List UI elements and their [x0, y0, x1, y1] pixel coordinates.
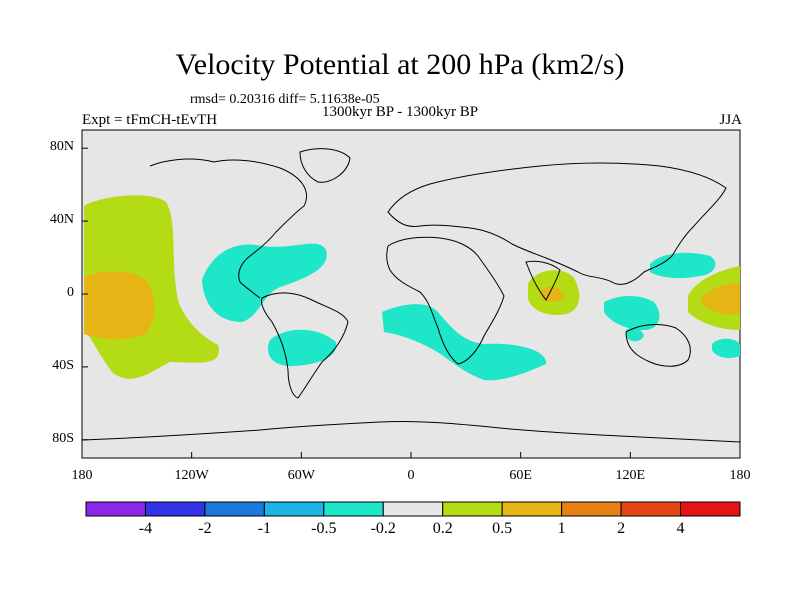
colorbar-label: -0.2	[370, 520, 396, 537]
region-west-pacific-core	[700, 283, 740, 315]
colorbar-segment	[680, 501, 741, 517]
region-west-pacific-negative	[650, 252, 716, 279]
x-tick-label: 60E	[509, 468, 532, 483]
y-tick-label: 0	[67, 285, 74, 300]
region-indian-ocean-core	[540, 286, 564, 302]
x-tick-label: 180	[71, 468, 93, 483]
region-central-pacific-core	[84, 271, 155, 340]
south-america-coastline	[261, 292, 349, 399]
antarctica-coastline	[81, 420, 741, 443]
region-south-atlantic-negative	[382, 304, 547, 381]
colorbar-label: -2	[198, 520, 212, 537]
experiment-label: Expt = tFmCH-tEvTH	[82, 112, 218, 128]
colorbar-label: 0.2	[432, 520, 453, 537]
colorbar-segment	[442, 501, 503, 517]
region-maritime-continent-negative	[604, 296, 660, 342]
colorbar-segment	[620, 501, 682, 517]
colorbar-segment	[501, 501, 563, 517]
x-tick-label: 0	[407, 468, 415, 483]
colorbar-label: -4	[138, 520, 153, 537]
colorbar-label: -0.5	[311, 520, 337, 537]
colorbar-label: 0.5	[492, 520, 513, 537]
colorbar-segment	[144, 501, 206, 517]
chart-title: Velocity Potential at 200 hPa (km2/s)	[175, 48, 625, 81]
map-frame	[81, 129, 741, 459]
colorbar-label: 1	[557, 520, 566, 537]
region-southwest-pacific-negative	[712, 338, 740, 358]
india-coastline	[525, 260, 561, 301]
colorbar-label: -1	[257, 520, 272, 537]
greenland-coastline	[299, 148, 351, 183]
x-tick-label: 180	[729, 468, 751, 483]
colorbar-segment	[204, 501, 265, 517]
y-tick-label: 80S	[52, 430, 74, 446]
contour-regions	[84, 195, 740, 381]
coastlines	[81, 148, 741, 443]
colorbar-label: 2	[617, 520, 626, 537]
y-tick-label: 80N	[49, 139, 74, 155]
period-label: 1300kyr BP - 1300kyr BP	[322, 104, 479, 120]
australia-coastline	[625, 324, 691, 367]
colorbar-segment	[85, 501, 146, 517]
africa-coastline	[386, 236, 505, 365]
north-america-coastline	[149, 158, 307, 299]
x-tick-label: 60W	[287, 468, 315, 483]
colorbar-segment	[323, 501, 384, 517]
region-south-america-negative	[268, 329, 337, 366]
y-tick-label: 40N	[49, 212, 74, 228]
colorbar-segment	[561, 501, 622, 517]
season-label: JJA	[719, 112, 742, 128]
y-tick-label: 40S	[52, 357, 74, 373]
colorbar-segment	[263, 501, 325, 517]
colorbar-segment	[382, 501, 444, 517]
stats-label: rmsd= 0.20316 diff= 5.11638e-05	[190, 92, 380, 107]
x-tick-label: 120E	[615, 468, 646, 483]
region-caribbean-negative	[202, 243, 327, 322]
x-tick-label: 120W	[174, 468, 209, 483]
colorbar-label: 4	[676, 520, 685, 537]
eurasia-coastline	[387, 162, 727, 285]
